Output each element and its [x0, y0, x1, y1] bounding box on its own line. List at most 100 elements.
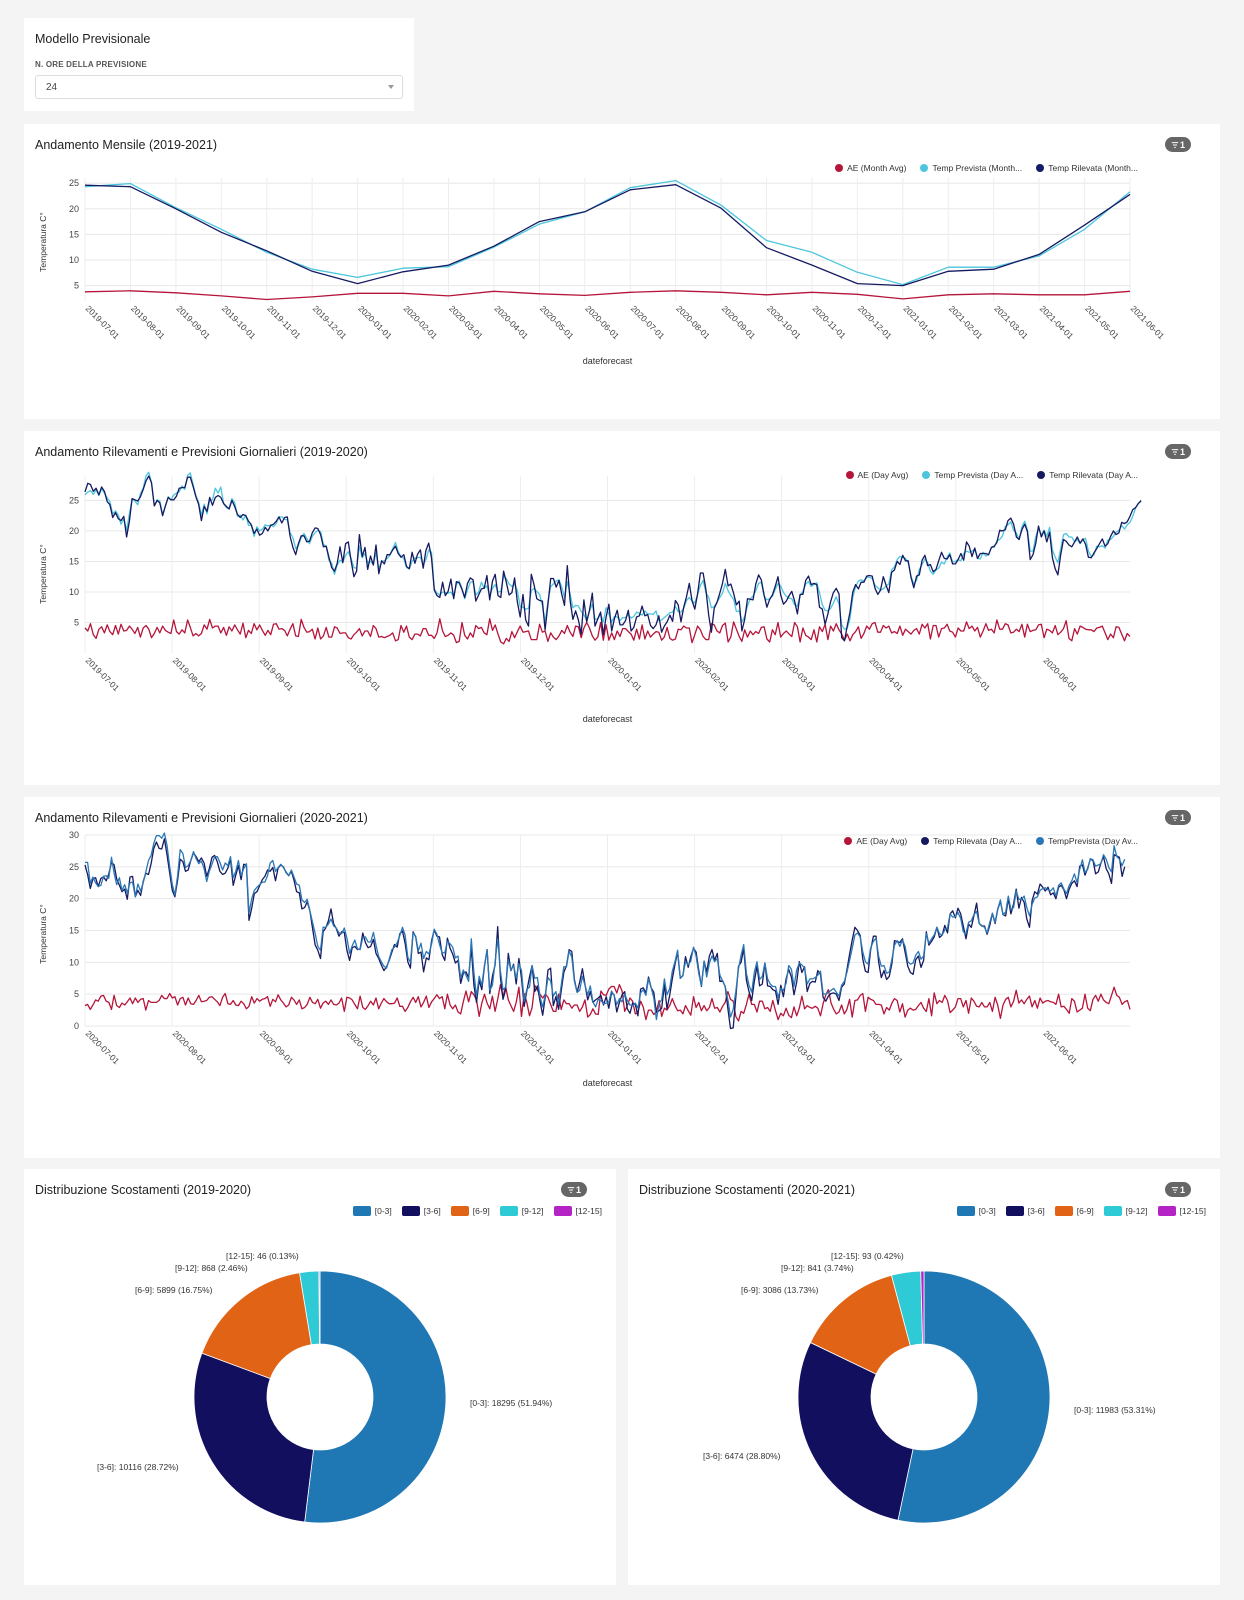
slice-label: [12-15]: 93 (0.42%): [831, 1251, 904, 1261]
legend-item[interactable]: Temp Rilevata (Day A...: [1037, 470, 1138, 480]
legend-label: AE (Day Avg): [857, 470, 909, 480]
filter-icon: [1171, 1186, 1179, 1193]
legend-item[interactable]: Temp Prevista (Day A...: [922, 470, 1023, 480]
x-axis-label: dateforecast: [583, 1078, 633, 1088]
chart-legend: AE (Month Avg) Temp Prevista (Month... Tem…: [835, 163, 1138, 173]
x-tick-label: 2020-07-01: [84, 1028, 122, 1066]
y-axis-label: Temperatura C°: [38, 544, 48, 604]
legend-label: [3-6]: [423, 1206, 441, 1216]
legend-swatch: [450, 1206, 469, 1216]
legend-item[interactable]: Temp Rilevata (Month...: [1036, 163, 1138, 173]
y-tick-label: 10: [69, 255, 79, 265]
slice-label: [0-3]: 11983 (53.31%): [1074, 1405, 1156, 1415]
legend-label: [9-12]: [1125, 1206, 1148, 1216]
y-tick-label: 20: [69, 894, 79, 904]
legend-label: [3-6]: [1027, 1206, 1045, 1216]
legend-swatch: [1157, 1206, 1176, 1216]
filter-button[interactable]: 1: [1165, 444, 1191, 459]
monthly-chart-card: Andamento Mensile (2019-2021) 1 AE (Mont…: [24, 124, 1220, 419]
legend-item[interactable]: AE (Day Avg): [844, 836, 907, 846]
x-tick-label: 2019-09-01: [174, 303, 212, 341]
chevron-down-icon: [388, 85, 394, 89]
x-tick-label: 2020-02-01: [693, 655, 731, 693]
legend-item[interactable]: [6-9]: [450, 1206, 490, 1216]
forecast-hours-select[interactable]: 24: [35, 75, 403, 99]
x-tick-label: 2021-01-01: [901, 303, 939, 341]
y-tick-label: 30: [69, 830, 79, 840]
x-tick-label: 2020-12-01: [856, 303, 894, 341]
legend-label: Temp Rilevata (Day A...: [1049, 470, 1138, 480]
legend-item[interactable]: [9-12]: [499, 1206, 544, 1216]
filter-button[interactable]: 1: [1165, 810, 1191, 825]
y-tick-label: 15: [69, 926, 79, 936]
legend-item[interactable]: Temp Rilevata (Day A...: [921, 836, 1022, 846]
chart-title: Andamento Mensile (2019-2021): [35, 138, 218, 152]
filter-icon: [1171, 448, 1179, 455]
donut-2021-chart: [0-3]: 11983 (53.31%) [3-6]: 6474 (28.80%…: [703, 1251, 1156, 1524]
legend-label: [12-15]: [575, 1206, 602, 1216]
x-tick-label: 2019-10-01: [345, 655, 383, 693]
donut-slice: [797, 1341, 914, 1521]
x-tick-label: 2019-12-01: [311, 303, 349, 341]
legend-label: [6-9]: [1076, 1206, 1094, 1216]
legend-item[interactable]: Temp Prevista (Month...: [920, 163, 1022, 173]
chart-title: Andamento Rilevamenti e Previsioni Giorn…: [35, 445, 368, 459]
series-line: [84, 290, 1131, 301]
legend-item[interactable]: AE (Month Avg): [835, 163, 906, 173]
x-tick-label: 2020-04-01: [867, 655, 905, 693]
x-tick-label: 2021-05-01: [954, 1028, 992, 1066]
filter-count: 1: [1179, 139, 1185, 150]
donut-slice: [897, 1270, 1051, 1524]
x-tick-label: 2020-06-01: [1042, 655, 1080, 693]
x-tick-label: 2020-08-01: [171, 1028, 209, 1066]
x-tick-label: 2021-02-01: [947, 303, 985, 341]
filter-button[interactable]: 1: [1165, 137, 1191, 152]
filter-button[interactable]: 1: [1165, 1182, 1191, 1197]
legend-label: Temp Prevista (Month...: [932, 163, 1023, 173]
legend-item[interactable]: [12-15]: [1157, 1206, 1206, 1216]
x-tick-label: 2020-01-01: [606, 655, 644, 693]
legend-item[interactable]: AE (Day Avg): [845, 470, 909, 480]
legend-item[interactable]: [0-3]: [956, 1206, 996, 1216]
forecast-hours-value: 24: [46, 82, 58, 93]
legend-swatch: [1036, 837, 1045, 845]
filter-count: 1: [1179, 1184, 1185, 1195]
x-tick-label: 2020-07-01: [629, 303, 667, 341]
daily-1920-line-chart: 5 10 15 20 25 2019-07-01 2019-08-01 2019-09-01 2…: [38, 471, 1142, 724]
legend-item[interactable]: [0-3]: [352, 1206, 392, 1216]
y-tick-label: 25: [69, 862, 79, 872]
x-tick-label: 2020-03-01: [447, 303, 485, 341]
legend-item[interactable]: TempPrevista (Day Av...: [1036, 836, 1138, 846]
series-line: [84, 179, 1131, 286]
x-tick-label: 2021-03-01: [780, 1028, 818, 1066]
x-tick-label: 2019-07-01: [84, 303, 122, 341]
legend-item[interactable]: [12-15]: [553, 1206, 602, 1216]
y-tick-label: 25: [69, 178, 79, 188]
x-tick-label: 2020-01-01: [356, 303, 394, 341]
y-tick-label: 20: [69, 526, 79, 536]
series-line: [85, 832, 1126, 1021]
x-tick-label: 2020-10-01: [765, 303, 803, 341]
y-tick-label: 15: [69, 556, 79, 566]
y-tick-label: 10: [69, 957, 79, 967]
filter-icon: [1171, 814, 1179, 821]
x-tick-label: 2020-06-01: [583, 303, 621, 341]
legend-item[interactable]: [3-6]: [401, 1206, 441, 1216]
filter-count: 1: [1179, 812, 1185, 823]
legend-item[interactable]: [3-6]: [1005, 1206, 1045, 1216]
x-tick-label: 2021-04-01: [867, 1028, 905, 1066]
x-tick-label: 2020-05-01: [954, 655, 992, 693]
legend-label: [12-15]: [1179, 1206, 1206, 1216]
donut-slice: [201, 1272, 312, 1380]
donut-slice: [920, 1270, 925, 1345]
series-line: [84, 983, 1131, 1022]
x-tick-label: 2020-09-01: [258, 1028, 296, 1066]
y-tick-label: 10: [69, 587, 79, 597]
slice-label: [3-6]: 6474 (28.80%): [703, 1451, 781, 1461]
series-line: [84, 618, 1131, 645]
x-tick-label: 2019-11-01: [265, 303, 303, 341]
legend-item[interactable]: [6-9]: [1054, 1206, 1094, 1216]
x-tick-label: 2019-08-01: [171, 655, 209, 693]
legend-item[interactable]: [9-12]: [1103, 1206, 1148, 1216]
filter-button[interactable]: 1: [561, 1182, 587, 1197]
